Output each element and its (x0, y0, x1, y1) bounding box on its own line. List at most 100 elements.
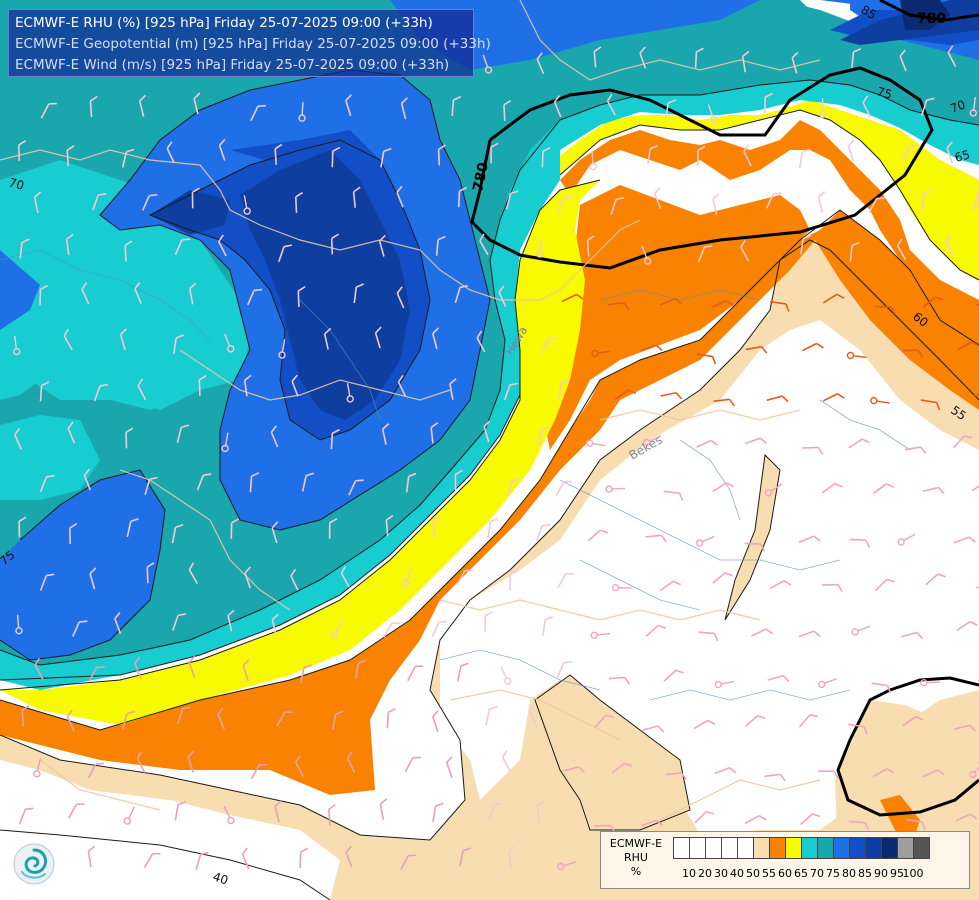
wind-barb (745, 437, 768, 445)
wind-barb (81, 282, 90, 305)
legend-tick-label: 70 (810, 867, 824, 880)
place-label: Bekes (627, 433, 665, 463)
wind-barb (166, 141, 175, 164)
wind-barb (663, 490, 684, 501)
wind-barb (798, 630, 821, 638)
wind-barb (173, 334, 184, 354)
wind-barb (172, 613, 187, 631)
wind-barb (432, 710, 439, 733)
wind-barb (451, 95, 462, 116)
legend-title-variable: RHU (624, 851, 648, 864)
wind-barb (509, 569, 518, 591)
wind-barb (594, 714, 614, 728)
wind-barb (947, 45, 957, 68)
wind-barb (297, 285, 306, 307)
wind-barb (299, 847, 309, 869)
wind-barb (301, 472, 315, 492)
wind-barb (188, 282, 197, 305)
wind-barb (274, 800, 282, 823)
wind-barb (396, 286, 405, 309)
legend-swatch (785, 837, 802, 859)
wind-barb (874, 578, 895, 592)
legend-tick-label: 40 (730, 867, 744, 880)
wind-barb (243, 195, 251, 215)
wind-barb (65, 233, 74, 256)
rhu-contour-label: 55 (948, 403, 969, 423)
wind-barb (694, 47, 704, 68)
wind-barb (969, 97, 977, 117)
legend-swatch (817, 837, 834, 859)
wind-barb (605, 485, 626, 493)
wind-barb (456, 662, 469, 682)
wind-barb (818, 770, 839, 779)
wind-barb (483, 420, 491, 443)
wind-barb (142, 193, 158, 211)
rhu-contour-label: 70 (7, 175, 25, 192)
wind-barb (290, 568, 299, 591)
wind-barb (503, 382, 519, 401)
wind-barb (271, 613, 279, 636)
wind-barb (556, 660, 572, 678)
wind-barb (218, 234, 227, 257)
wind-barb (14, 427, 23, 450)
legend-swatch (721, 837, 738, 859)
wind-barb (642, 725, 665, 733)
wind-barb (386, 708, 396, 729)
place-label: Hewa (503, 324, 530, 357)
wind-barb (67, 421, 76, 444)
wind-barb (458, 186, 467, 208)
wind-barb (89, 95, 98, 118)
wind-barb (121, 148, 135, 168)
wind-barb (901, 144, 918, 161)
wind-barb (274, 143, 283, 165)
wind-barb (696, 439, 719, 448)
wind-barb (849, 538, 871, 548)
wind-barb (291, 374, 299, 397)
wind-barb (871, 682, 892, 694)
legend-tick-label: 10 (682, 867, 696, 880)
wind-barb (136, 751, 146, 773)
rhu-band-orange (0, 210, 979, 795)
wind-barb (227, 609, 235, 632)
wind-barb (745, 345, 768, 354)
wind-barb (66, 709, 75, 732)
wind-barb (68, 803, 85, 819)
wind-barb (558, 379, 570, 400)
wind-barb (15, 614, 23, 635)
geopotential-label: 780 (917, 11, 946, 27)
wind-barb (902, 349, 924, 358)
wind-barb (378, 234, 386, 257)
wind-barb (969, 761, 979, 779)
wind-barb (432, 516, 441, 538)
wind-barb (848, 820, 870, 831)
wind-barb (766, 395, 789, 403)
wind-barb (653, 187, 662, 209)
legend-swatch (673, 837, 690, 859)
wind-barb (744, 714, 766, 727)
wind-barb (945, 235, 954, 257)
wind-barb (298, 102, 306, 122)
rhu-contour-label: 75 (875, 84, 893, 101)
rhu-contour-label: 65 (953, 147, 971, 164)
wind-barb (87, 845, 96, 868)
wind-barb (586, 439, 606, 447)
wind-barb (529, 704, 538, 727)
wind-barb (847, 139, 855, 162)
wind-barb (743, 144, 752, 167)
wind-barb (39, 573, 55, 591)
wind-barb (591, 349, 612, 357)
wind-barb (401, 568, 413, 587)
wind-barb (276, 711, 293, 727)
wind-barb (176, 424, 190, 443)
wind-barb (922, 486, 945, 495)
wind-barb (188, 655, 196, 678)
legend-swatch (897, 837, 914, 859)
wind-barb (974, 393, 979, 397)
wind-barb (353, 283, 364, 304)
wind-barb (956, 620, 978, 632)
wind-barb (174, 238, 190, 256)
legend-title-unit: % (630, 865, 642, 878)
title-geopotential: ECMWF-E Geopotential (m) [925 hPa] Frida… (15, 36, 491, 52)
wind-barb (114, 612, 122, 634)
